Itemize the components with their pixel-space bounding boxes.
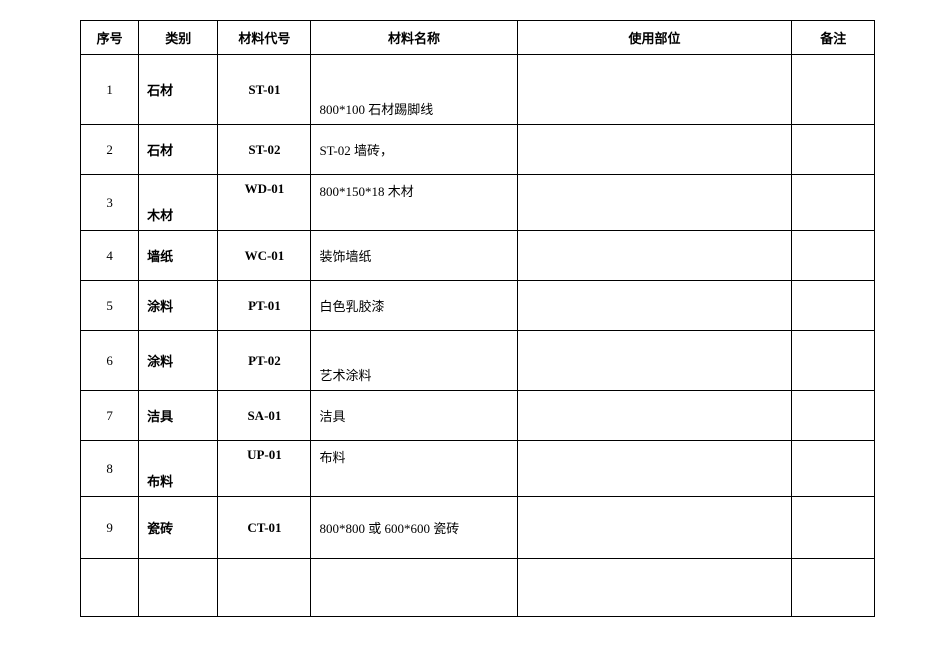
cell-category: 涂料 [139,331,218,391]
cell-usage [517,441,792,497]
cell-seq: 4 [81,231,139,281]
cell-usage [517,281,792,331]
cell-usage [517,125,792,175]
header-code: 材料代号 [218,21,311,55]
cell-code: SA-01 [218,391,311,441]
cell-category: 石材 [139,55,218,125]
cell-usage [517,55,792,125]
table-header-row: 序号 类别 材料代号 材料名称 使用部位 备注 [81,21,875,55]
cell-name: 洁具 [311,391,517,441]
cell-remark [792,497,875,559]
cell-code: UP-01 [218,441,311,497]
cell-empty [139,559,218,617]
cell-remark [792,125,875,175]
header-seq: 序号 [81,21,139,55]
cell-category: 布料 [139,441,218,497]
table-row-empty [81,559,875,617]
cell-seq: 1 [81,55,139,125]
cell-remark [792,441,875,497]
cell-name: ST-02 墙砖， [311,125,517,175]
cell-empty [792,559,875,617]
table-row: 4 墙纸 WC-01 装饰墙纸 [81,231,875,281]
cell-category: 石材 [139,125,218,175]
cell-seq: 8 [81,441,139,497]
table-row: 7 洁具 SA-01 洁具 [81,391,875,441]
cell-name: 800*800 或 600*600 瓷砖 [311,497,517,559]
cell-code: ST-01 [218,55,311,125]
cell-empty [81,559,139,617]
table-row: 3 木材 WD-01 800*150*18 木材 [81,175,875,231]
table-row: 9 瓷砖 CT-01 800*800 或 600*600 瓷砖 [81,497,875,559]
cell-category: 涂料 [139,281,218,331]
cell-code: PT-02 [218,331,311,391]
header-name: 材料名称 [311,21,517,55]
cell-seq: 3 [81,175,139,231]
cell-usage [517,391,792,441]
cell-name: 800*150*18 木材 [311,175,517,231]
cell-name: 布料 [311,441,517,497]
cell-remark [792,281,875,331]
table-row: 5 涂料 PT-01 白色乳胶漆 [81,281,875,331]
cell-code: WC-01 [218,231,311,281]
cell-seq: 5 [81,281,139,331]
cell-name: 艺术涂料 [311,331,517,391]
table-row: 1 石材 ST-01 800*100 石材踢脚线 [81,55,875,125]
table-row: 6 涂料 PT-02 艺术涂料 [81,331,875,391]
cell-seq: 2 [81,125,139,175]
table-row: 8 布料 UP-01 布料 [81,441,875,497]
cell-name: 800*100 石材踢脚线 [311,55,517,125]
cell-usage [517,331,792,391]
header-usage: 使用部位 [517,21,792,55]
cell-remark [792,331,875,391]
cell-category: 木材 [139,175,218,231]
cell-seq: 9 [81,497,139,559]
materials-table: 序号 类别 材料代号 材料名称 使用部位 备注 1 石材 ST-01 800*1… [80,20,875,617]
cell-category: 瓷砖 [139,497,218,559]
cell-remark [792,175,875,231]
cell-seq: 7 [81,391,139,441]
cell-code: WD-01 [218,175,311,231]
cell-code: PT-01 [218,281,311,331]
cell-category: 洁具 [139,391,218,441]
cell-usage [517,175,792,231]
cell-name: 白色乳胶漆 [311,281,517,331]
cell-remark [792,391,875,441]
cell-empty [311,559,517,617]
cell-usage [517,231,792,281]
cell-remark [792,55,875,125]
cell-code: CT-01 [218,497,311,559]
cell-seq: 6 [81,331,139,391]
header-remark: 备注 [792,21,875,55]
cell-usage [517,497,792,559]
cell-empty [218,559,311,617]
table-row: 2 石材 ST-02 ST-02 墙砖， [81,125,875,175]
cell-category: 墙纸 [139,231,218,281]
cell-code: ST-02 [218,125,311,175]
cell-name: 装饰墙纸 [311,231,517,281]
header-category: 类别 [139,21,218,55]
cell-remark [792,231,875,281]
cell-empty [517,559,792,617]
